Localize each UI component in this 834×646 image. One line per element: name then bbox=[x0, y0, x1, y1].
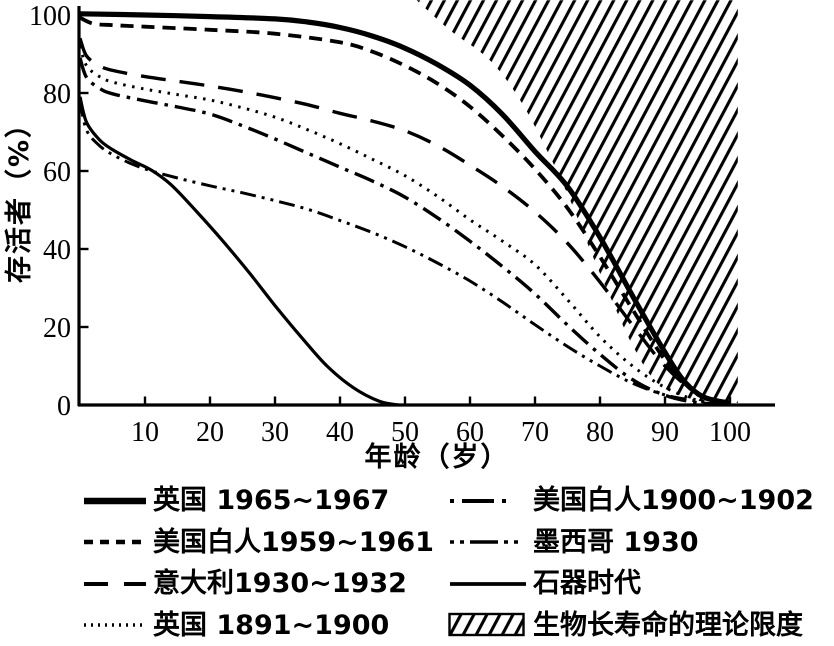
legend-swatch-hatch-icon bbox=[448, 613, 525, 637]
legend-label: 美国白人1959~1961 bbox=[153, 526, 434, 558]
x-axis-title: 年龄（岁） bbox=[365, 441, 510, 473]
legend-label: 英国 1965~1967 bbox=[153, 485, 390, 517]
x-tick-label: 30 bbox=[261, 417, 289, 448]
x-tick-label: 100 bbox=[709, 417, 751, 448]
curve-stone-age bbox=[78, 96, 399, 407]
legend-item-bio-longevity-limit: 生物长寿命的理论限度 bbox=[448, 605, 834, 646]
x-tick-label: 10 bbox=[131, 417, 159, 448]
legend-item-us-white-1900-1902: 美国白人1900~1902 bbox=[448, 480, 834, 522]
legend-column-right: 美国白人1900~1902 墨西哥 1930 石器时代生物长寿命的理论限度 bbox=[448, 480, 834, 646]
legend-item-uk-1965-1967: 英国 1965~1967 bbox=[82, 480, 448, 522]
legend-label: 墨西哥 1930 bbox=[533, 526, 699, 558]
curve-us-white-1900-1902 bbox=[78, 57, 731, 407]
legend-label: 石器时代 bbox=[533, 568, 641, 600]
y-axis-title: 存活者（%） bbox=[4, 109, 35, 283]
y-tick-label: 80 bbox=[43, 79, 71, 110]
x-tick-label: 40 bbox=[326, 417, 354, 448]
y-tick-label: 100 bbox=[29, 1, 71, 32]
legend-swatch-thin-solid-icon bbox=[450, 581, 526, 586]
y-tick-label: 0 bbox=[57, 391, 71, 422]
curve-us-white-1959-1961 bbox=[79, 15, 731, 406]
curve-italy-1930-1932 bbox=[78, 37, 731, 405]
x-tick-label: 20 bbox=[196, 417, 224, 448]
x-tick-label: 60 bbox=[456, 417, 484, 448]
tick-labels: 100 80 60 40 20 0 10 20 30 40 50 60 70 80 90 100 bbox=[29, 1, 751, 448]
x-tick-label: 70 bbox=[521, 417, 549, 448]
legend-item-uk-1891-1900: 英国 1891~1900 bbox=[82, 605, 448, 646]
x-tick-label: 50 bbox=[391, 417, 419, 448]
y-tick-label: 20 bbox=[43, 313, 71, 344]
legend-item-mexico-1930: 墨西哥 1930 bbox=[448, 522, 834, 564]
chart-legend: 英国 1965~1967 美国白人1959~1961 意大利1930~1932 英国 … bbox=[82, 480, 834, 646]
legend-label: 生物长寿命的理论限度 bbox=[533, 609, 803, 641]
legend-item-us-white-1959-1961: 美国白人1959~1961 bbox=[82, 522, 448, 564]
legend-swatch-dash-dot-dot-icon bbox=[450, 540, 526, 545]
legend-item-italy-1930-1932: 意大利1930~1932 bbox=[82, 563, 448, 605]
legend-swatch-dashed-icon bbox=[84, 540, 146, 545]
curve-uk-1891-1900 bbox=[78, 45, 731, 406]
x-tick-label: 90 bbox=[651, 417, 679, 448]
legend-swatch-dotted-icon bbox=[84, 623, 146, 628]
legend-column-left: 英国 1965~1967 美国白人1959~1961 意大利1930~1932 英国 … bbox=[82, 480, 448, 646]
x-tick-label: 80 bbox=[586, 417, 614, 448]
legend-swatch-dash-dot-icon bbox=[450, 498, 526, 503]
legend-label: 意大利1930~1932 bbox=[153, 568, 407, 600]
y-tick-label: 40 bbox=[43, 235, 71, 266]
legend-label: 美国白人1900~1902 bbox=[533, 485, 814, 517]
curve-uk-1965-1967 bbox=[79, 11, 731, 406]
axes bbox=[77, 6, 775, 407]
legend-swatch-long-dash-icon bbox=[84, 581, 146, 586]
legend-item-stone-age: 石器时代 bbox=[448, 563, 834, 605]
curve-mexico-1930 bbox=[78, 100, 731, 406]
survival-curves bbox=[78, 11, 731, 407]
y-tick-label: 60 bbox=[43, 157, 71, 188]
legend-swatch-thick-solid-icon bbox=[84, 497, 146, 504]
legend-label: 英国 1891~1900 bbox=[153, 609, 390, 641]
